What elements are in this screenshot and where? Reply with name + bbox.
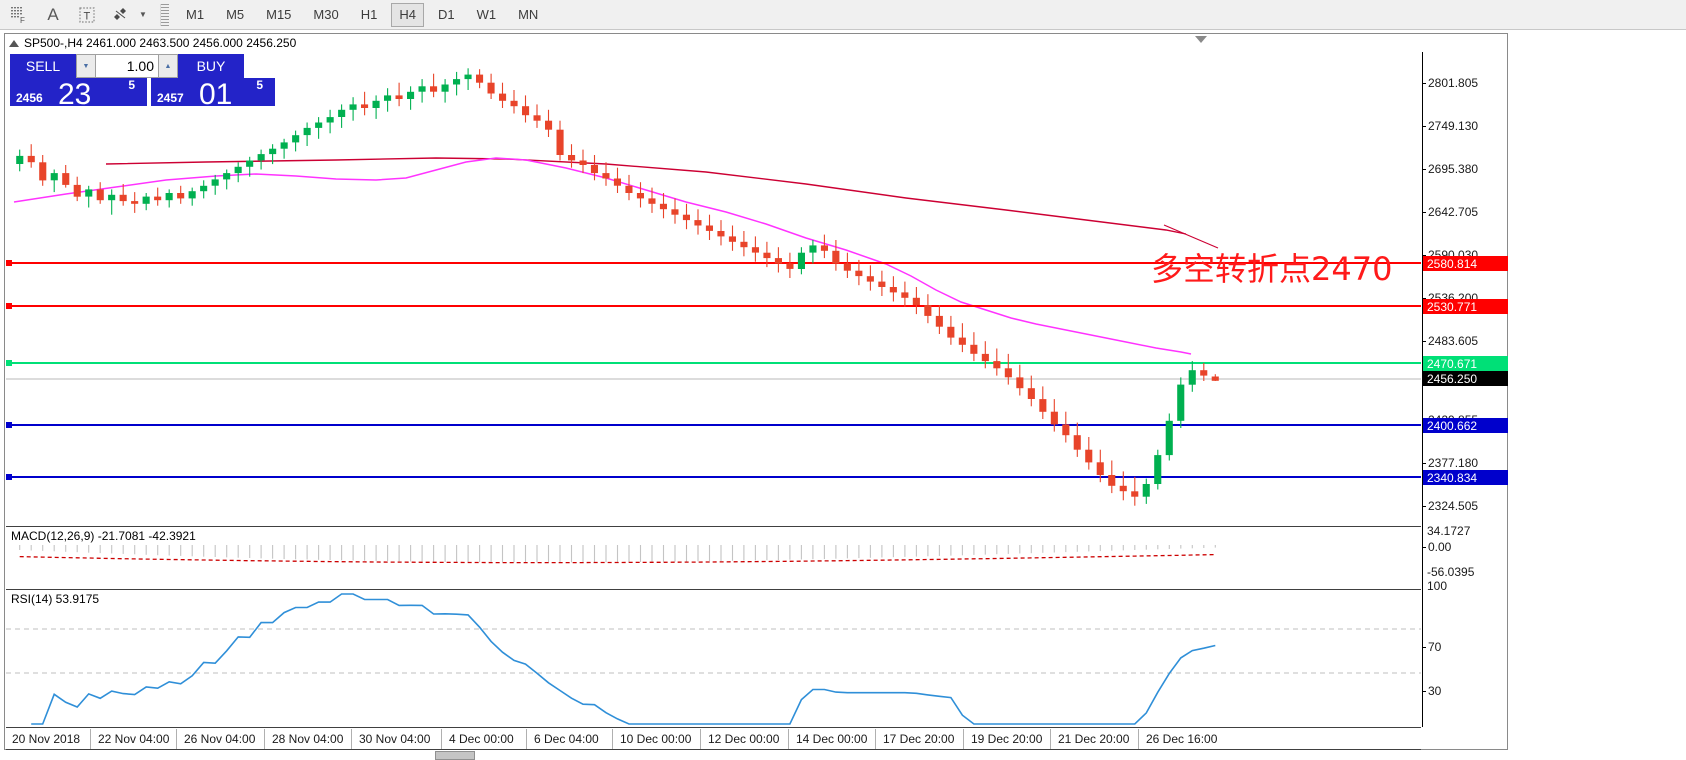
time-axis-separator: [875, 729, 876, 749]
toolbar-grip[interactable]: [160, 3, 169, 26]
sell-price-prefix: 2456: [16, 91, 43, 105]
time-axis-label: 19 Dec 20:00: [971, 732, 1043, 746]
volume-input[interactable]: 1.00: [96, 54, 158, 78]
time-axis-separator: [351, 729, 352, 749]
price-tick: 2801.805: [1423, 76, 1478, 90]
svg-text:F: F: [20, 16, 25, 24]
time-axis-label: 26 Nov 04:00: [184, 732, 256, 746]
trend-up-icon: [9, 39, 19, 47]
sell-price-box[interactable]: 2456 23 5: [10, 78, 147, 110]
svg-text:T: T: [84, 10, 91, 22]
time-axis-label: 12 Dec 00:00: [708, 732, 780, 746]
time-axis-label: 4 Dec 00:00: [449, 732, 514, 746]
text-label-icon[interactable]: A: [47, 4, 59, 24]
time-axis-label: 28 Nov 04:00: [272, 732, 344, 746]
timeframe-h4[interactable]: H4: [391, 2, 424, 27]
time-axis-label: 6 Dec 04:00: [534, 732, 599, 746]
horizontal-scrollbar[interactable]: [6, 751, 1421, 760]
time-axis-separator: [90, 729, 91, 749]
timeframe-w1[interactable]: W1: [476, 7, 497, 22]
sell-button[interactable]: SELL: [10, 54, 76, 78]
timeframe-h1[interactable]: H1: [360, 7, 378, 22]
main-toolbar: F A T ▼ M1 M5 M15 M30 H1 H4 D1 W1 MN: [0, 0, 1686, 30]
time-axis-separator: [1050, 729, 1051, 749]
macd-tick: 34.1727: [1427, 524, 1471, 538]
time-axis-label: 14 Dec 00:00: [796, 732, 868, 746]
buy-price-box[interactable]: 2457 01 5: [151, 78, 275, 110]
time-axis-separator: [700, 729, 701, 749]
timeframe-mn[interactable]: MN: [518, 7, 539, 22]
macd-label: MACD(12,26,9) -21.7081 -42.3921: [11, 529, 196, 543]
time-axis-separator: [963, 729, 964, 749]
buy-price-fraction: 5: [256, 78, 263, 92]
support-badge-2400[interactable]: 2400.662: [1423, 418, 1508, 433]
time-axis-separator: [1138, 729, 1139, 749]
rsi-chart-svg: [6, 593, 1421, 725]
time-axis-border: [6, 749, 1421, 750]
price-axis[interactable]: 2801.805 2749.130 2695.380 2642.705 2590…: [1423, 52, 1508, 746]
rsi-tick: 100: [1427, 579, 1448, 593]
rsi-tick: 30: [1423, 684, 1441, 698]
buy-price-prefix: 2457: [157, 91, 184, 105]
volume-decrement-button[interactable]: ▼: [76, 54, 96, 78]
sell-price-main: 23: [58, 78, 92, 111]
time-axis-label: 21 Dec 20:00: [1058, 732, 1130, 746]
price-tick: 2483.605: [1423, 334, 1478, 348]
time-axis-label: 20 Nov 2018: [12, 732, 81, 746]
window-restore-icon[interactable]: [1195, 36, 1207, 43]
rsi-tick: 70: [1423, 640, 1441, 654]
price-pane[interactable]: [6, 52, 1421, 522]
price-axis-divider: [1422, 52, 1423, 727]
price-tick: 2324.505: [1423, 499, 1478, 513]
chart-titlebar: SP500-,H4 2461.000 2463.500 2456.000 245…: [5, 34, 1507, 52]
indicators-icon[interactable]: F: [4, 2, 34, 28]
time-axis-separator: [264, 729, 265, 749]
one-click-trading-panel[interactable]: SELL ▼ 1.00 ▲ BUY 2456 23 5 2457 01 5: [10, 54, 275, 110]
time-axis-label: 17 Dec 20:00: [883, 732, 955, 746]
timeframe-m30[interactable]: M30: [313, 7, 339, 22]
rsi-label: RSI(14) 53.9175: [11, 592, 100, 606]
price-tick: 2695.380: [1423, 162, 1478, 176]
chart-annotation: 多空转折点2470: [1151, 250, 1393, 288]
time-axis-label: 30 Nov 04:00: [359, 732, 431, 746]
volume-increment-button[interactable]: ▲: [158, 54, 178, 78]
timeframe-m5[interactable]: M5: [226, 7, 245, 22]
pivot-badge-2470[interactable]: 2470.671: [1423, 356, 1508, 371]
chart-bottom-border: [6, 727, 1421, 728]
chevron-down-icon[interactable]: ▼: [139, 10, 147, 19]
scrollbar-thumb[interactable]: [435, 751, 475, 760]
sell-price-fraction: 5: [128, 78, 135, 92]
buy-button[interactable]: BUY: [178, 54, 244, 78]
chart-title: SP500-,H4 2461.000 2463.500 2456.000 245…: [24, 36, 297, 50]
time-axis-separator: [176, 729, 177, 749]
support-badge-2340[interactable]: 2340.834: [1423, 470, 1508, 485]
current-price-badge[interactable]: 2456.250: [1423, 371, 1508, 386]
time-axis-label: 22 Nov 04:00: [98, 732, 170, 746]
price-tick: 2377.180: [1423, 456, 1478, 470]
text-box-icon[interactable]: T: [72, 2, 102, 28]
resistance-badge-2530[interactable]: 2530.771: [1423, 299, 1508, 314]
price-chart-svg: [6, 68, 1421, 506]
time-axis-separator: [788, 729, 789, 749]
timeframe-m15[interactable]: M15: [266, 7, 292, 22]
macd-tick: 0.00: [1423, 540, 1451, 554]
buy-price-main: 01: [199, 78, 233, 111]
resistance-badge-2580[interactable]: 2580.814: [1423, 256, 1508, 271]
macd-pane[interactable]: MACD(12,26,9) -21.7081 -42.3921: [6, 526, 1421, 586]
price-tick: 2749.130: [1423, 119, 1478, 133]
rsi-pane[interactable]: RSI(14) 53.9175: [6, 589, 1421, 727]
macd-chart-svg: [19, 545, 1216, 564]
macd-tick: -56.0395: [1427, 565, 1475, 579]
time-axis-label: 10 Dec 00:00: [620, 732, 692, 746]
timeframe-m1[interactable]: M1: [186, 7, 205, 22]
time-axis[interactable]: 20 Nov 2018 22 Nov 04:00 26 Nov 04:00 28 No…: [6, 729, 1421, 749]
time-axis-separator: [441, 729, 442, 749]
time-axis-separator: [612, 729, 613, 749]
objects-icon[interactable]: [106, 2, 136, 28]
chart-window: SP500-,H4 2461.000 2463.500 2456.000 245…: [4, 33, 1508, 760]
timeframe-d1[interactable]: D1: [437, 7, 455, 22]
time-axis-label: 26 Dec 16:00: [1146, 732, 1218, 746]
price-tick: 2642.705: [1423, 205, 1478, 219]
time-axis-separator: [526, 729, 527, 749]
